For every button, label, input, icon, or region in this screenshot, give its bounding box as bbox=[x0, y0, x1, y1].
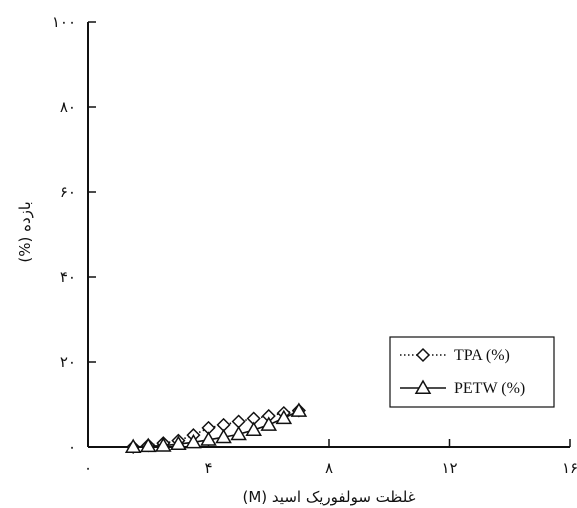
x-tick-label: ۴ bbox=[204, 459, 212, 477]
data-point bbox=[155, 437, 172, 452]
data-point bbox=[245, 421, 262, 436]
data-point bbox=[230, 425, 247, 441]
data-point bbox=[231, 414, 246, 429]
x-tick-label: ۱۶ bbox=[562, 459, 577, 477]
data-point bbox=[124, 438, 142, 453]
legend-marker bbox=[414, 379, 432, 394]
data-point bbox=[170, 435, 187, 451]
data-point bbox=[275, 409, 293, 425]
y-tick-label: ۰ bbox=[68, 438, 76, 456]
legend-label: PETW (%) bbox=[454, 380, 525, 397]
y-axis-title: بازده (%) bbox=[16, 201, 34, 262]
data-point bbox=[260, 416, 278, 431]
data-point bbox=[185, 433, 202, 449]
data-point bbox=[215, 428, 232, 444]
y-axis-ticks: ۰ ۲۰ ۴۰ ۶۰ ۸۰ ۱۰۰ bbox=[52, 13, 96, 456]
data-point bbox=[200, 431, 217, 446]
data-point bbox=[290, 402, 308, 417]
x-tick-label: ۱۲ bbox=[441, 459, 457, 477]
legend-label: TPA (%) bbox=[454, 347, 510, 364]
y-tick-label: ۴۰ bbox=[60, 268, 76, 286]
x-axis-title: غلظت سولفوریک اسید (M) bbox=[242, 488, 415, 506]
y-tick-label: ۲۰ bbox=[60, 353, 76, 371]
series-layer bbox=[124, 402, 308, 455]
x-tick-label: ۰ bbox=[84, 459, 92, 477]
y-tick-label: ۸۰ bbox=[60, 98, 76, 116]
series-petw bbox=[124, 402, 308, 453]
y-tick-label: ۱۰۰ bbox=[52, 13, 76, 31]
data-point bbox=[139, 437, 157, 453]
legend: TPA (%) PETW (%) bbox=[389, 336, 555, 408]
legend-entry-petw: PETW (%) bbox=[400, 379, 525, 397]
y-tick-label: ۶۰ bbox=[60, 183, 76, 201]
legend-marker bbox=[415, 347, 431, 363]
legend-entry-tpa: TPA (%) bbox=[400, 347, 510, 364]
x-axis-ticks: ۰ ۴ ۸ ۱۲ ۱۶ bbox=[84, 439, 577, 477]
x-tick-label: ۸ bbox=[325, 459, 333, 477]
legend-frame bbox=[389, 336, 555, 408]
